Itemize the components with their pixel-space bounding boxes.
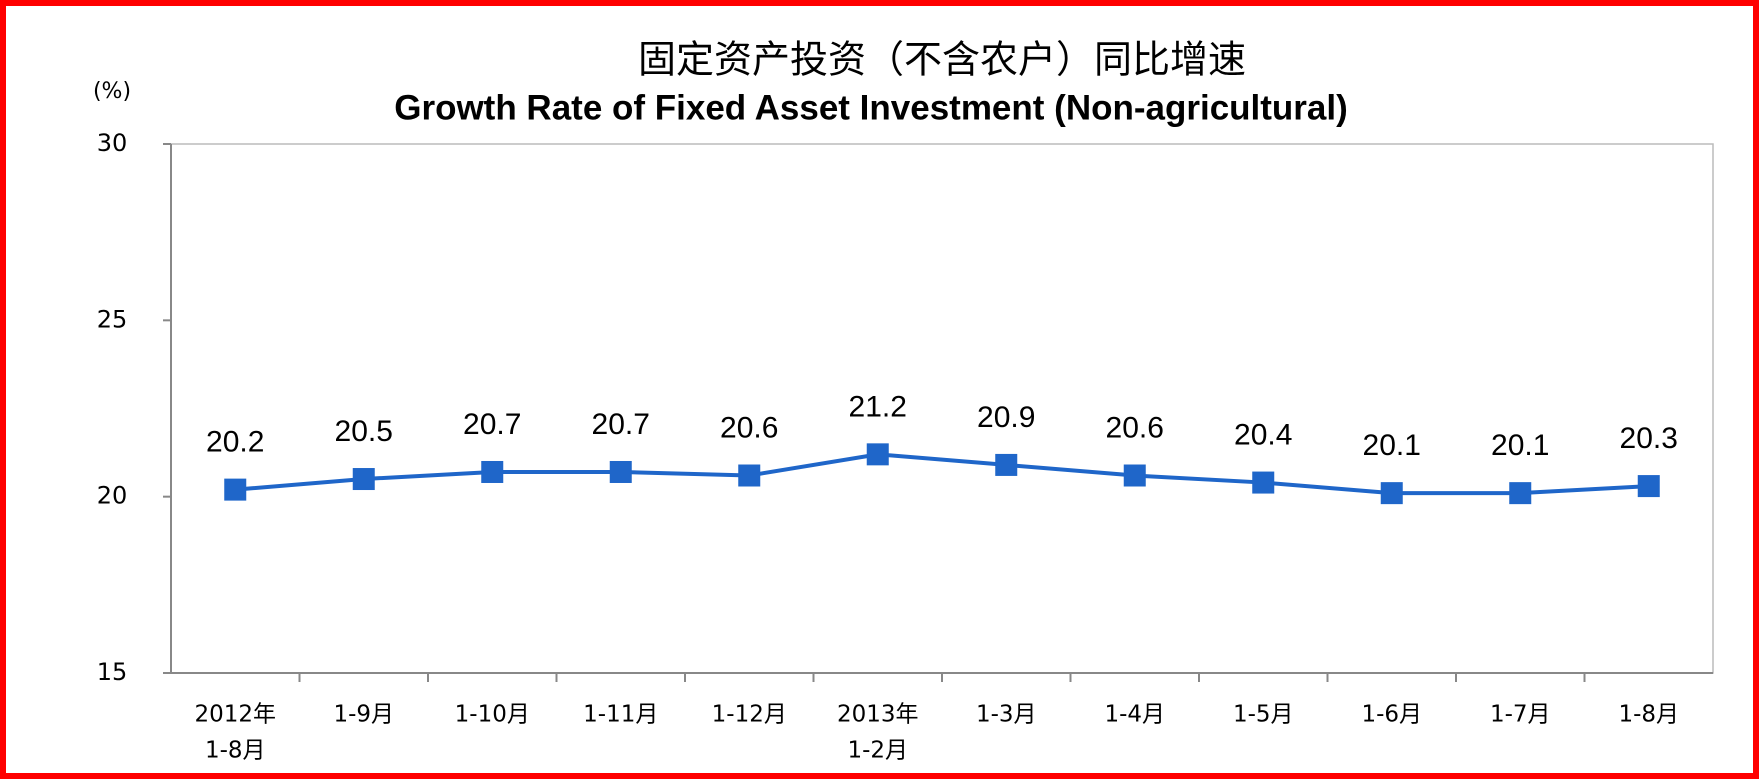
data-label: 20.1: [1363, 429, 1421, 462]
marker: [1123, 464, 1146, 487]
x-tick-label: 1-8月: [205, 738, 266, 764]
y-tick-label: 25: [97, 305, 128, 333]
x-tick-label: 1-4月: [1104, 702, 1165, 728]
y-axis-label: (%): [93, 79, 131, 104]
data-label: 20.3: [1620, 422, 1678, 455]
marker: [224, 478, 247, 501]
marker: [1637, 475, 1660, 498]
x-tick-label: 1-8月: [1618, 702, 1679, 728]
data-label: 20.4: [1234, 418, 1292, 451]
chart-title: 固定资产投资（不含农户）同比增速: [638, 38, 1246, 82]
marker: [866, 443, 889, 466]
marker: [1380, 482, 1403, 505]
data-label: 20.7: [592, 408, 650, 441]
y-tick-label: 30: [97, 129, 128, 157]
x-tick-label: 2012年: [194, 702, 276, 728]
marker: [738, 464, 761, 487]
x-tick-label: 1-12月: [712, 702, 787, 728]
marker: [1252, 471, 1275, 494]
y-tick-label: 15: [97, 658, 128, 686]
x-tick-label: 1-3月: [976, 702, 1037, 728]
marker: [609, 460, 632, 483]
x-tick-label: 1-9月: [333, 702, 394, 728]
data-label: 20.6: [720, 411, 778, 444]
x-tick-label: 1-11月: [583, 702, 658, 728]
marker: [352, 468, 375, 491]
x-tick-label: 1-6月: [1361, 702, 1422, 728]
data-label: 20.9: [977, 401, 1035, 434]
chart-subtitle: Growth Rate of Fixed Asset Investment (N…: [394, 88, 1348, 127]
x-tick-label: 2013年: [837, 702, 919, 728]
data-label: 21.2: [849, 390, 907, 423]
y-tick-label: 20: [97, 482, 128, 510]
data-label: 20.1: [1491, 429, 1549, 462]
line: [235, 452, 1649, 496]
data-label: 20.2: [206, 426, 264, 459]
x-tick-label: 1-2月: [847, 738, 908, 764]
data-label: 20.5: [335, 415, 393, 448]
marker: [481, 460, 504, 483]
data-label: 20.7: [463, 408, 521, 441]
x-tick-label: 1-5月: [1233, 702, 1294, 728]
data-label: 20.6: [1106, 411, 1164, 444]
marker: [995, 453, 1018, 476]
x-tick-label: 1-7月: [1490, 702, 1551, 728]
marker: [1509, 482, 1532, 505]
x-tick-label: 1-10月: [455, 702, 530, 728]
